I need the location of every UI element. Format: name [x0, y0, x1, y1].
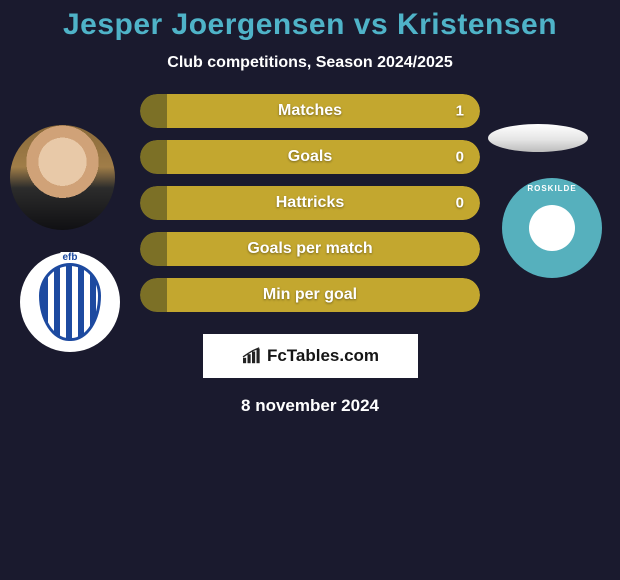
player-left-avatar: [10, 125, 115, 230]
stat-label: Hattricks: [276, 194, 344, 212]
player-right-avatar: [488, 124, 588, 152]
stat-label: Goals: [288, 148, 332, 166]
stat-row: Min per goal: [140, 278, 480, 312]
stat-label: Goals per match: [247, 240, 372, 258]
stat-row: Goals per match: [140, 232, 480, 266]
stat-label: Matches: [278, 102, 342, 120]
stat-value-right: 0: [456, 149, 464, 166]
comparison-card: Jesper Joergensen vs Kristensen Club com…: [0, 0, 620, 416]
player-left-club-badge: efb: [20, 252, 120, 352]
chart-icon: [241, 347, 263, 365]
stat-row: Matches 1: [140, 94, 480, 128]
stat-value-right: 0: [456, 195, 464, 212]
player-left-club-abbr: efb: [61, 252, 80, 263]
player-right-club-badge: ROSKILDE: [502, 178, 602, 278]
stat-value-right: 1: [456, 103, 464, 120]
stat-row: Hattricks 0: [140, 186, 480, 220]
stats-list: Matches 1 Goals 0 Hattricks 0 Goals per match M…: [140, 94, 480, 312]
subtitle: Club competitions, Season 2024/2025: [0, 54, 620, 72]
page-title: Jesper Joergensen vs Kristensen: [0, 8, 620, 42]
stat-row: Goals 0: [140, 140, 480, 174]
bird-icon: [529, 205, 575, 251]
brand-text: FcTables.com: [267, 346, 379, 366]
brand-box[interactable]: FcTables.com: [203, 334, 418, 378]
date-label: 8 november 2024: [0, 396, 620, 416]
player-right-club-name: ROSKILDE: [502, 184, 602, 193]
stat-label: Min per goal: [263, 286, 357, 304]
